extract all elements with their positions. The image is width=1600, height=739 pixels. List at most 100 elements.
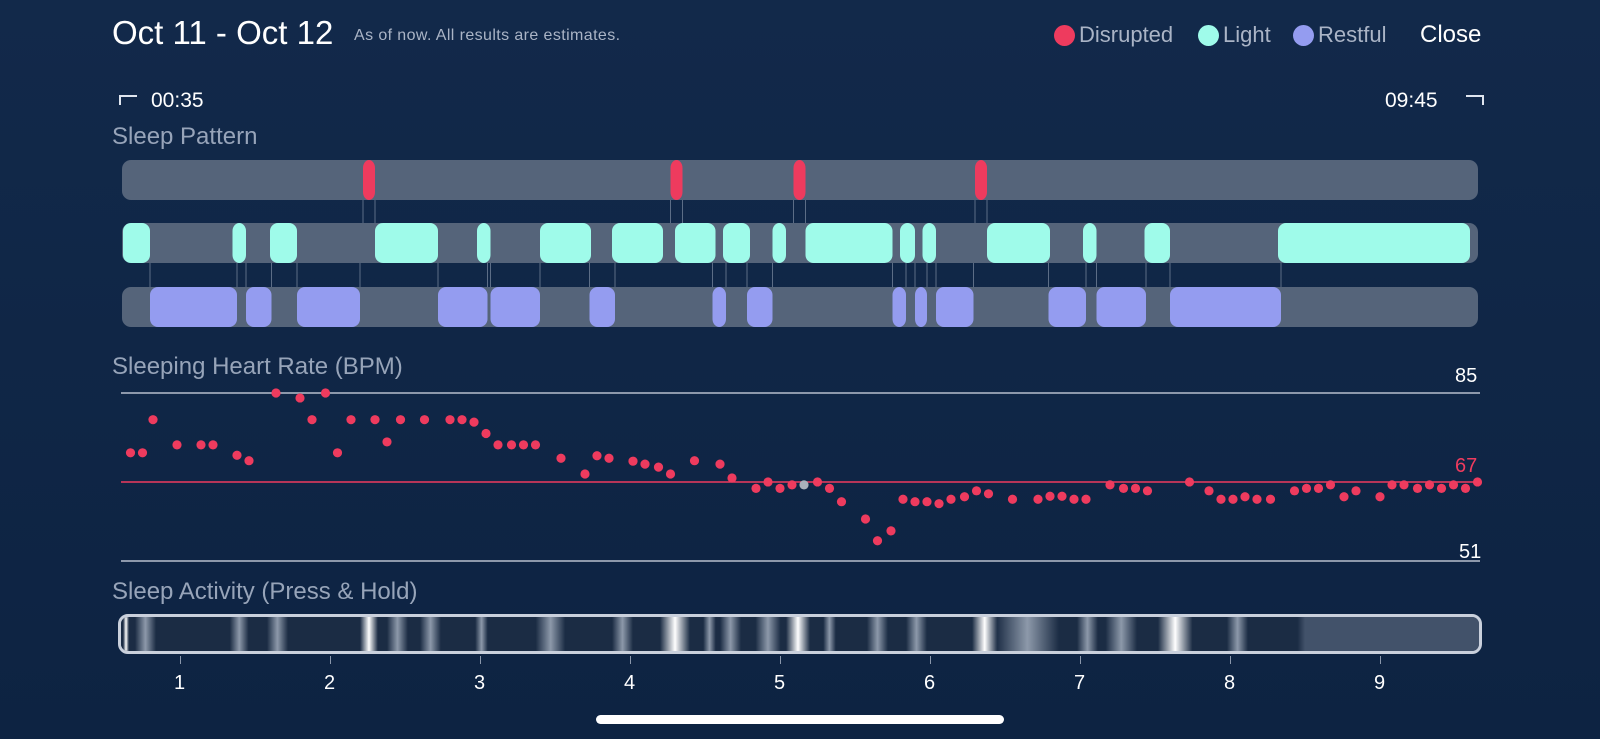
heart-rate-point	[1325, 480, 1336, 490]
close-button[interactable]: Close	[1420, 21, 1482, 48]
x-tick-label: 5	[774, 672, 786, 694]
heart-rate-point	[640, 459, 650, 469]
heart-rate-label: Sleeping Heart Rate (BPM)	[112, 353, 403, 380]
x-tick-label: 7	[1074, 672, 1086, 694]
heart-rate-point	[1460, 483, 1471, 493]
legend-light: Light	[1198, 22, 1271, 48]
heart-rate-point	[1339, 492, 1349, 502]
heart-rate-point	[1118, 483, 1129, 493]
heart-rate-point	[1184, 477, 1195, 487]
heart-rate-point	[506, 440, 517, 450]
restful-segment	[589, 287, 615, 327]
heart-rate-point	[689, 456, 700, 466]
heart-rate-point	[1252, 494, 1262, 504]
x-tick-label: 6	[924, 672, 936, 694]
heart-rate-point	[1057, 491, 1067, 501]
light-segment	[540, 223, 591, 263]
heart-rate-point	[232, 450, 242, 460]
heart-rate-point	[959, 492, 970, 502]
heart-rate-point	[208, 440, 218, 450]
heart-rate-point	[346, 415, 356, 425]
x-tick-mark	[1380, 656, 1381, 664]
heart-rate-point	[1240, 492, 1250, 502]
heart-rate-point	[1436, 483, 1447, 493]
heart-rate-point	[592, 451, 602, 461]
light-segment	[375, 223, 438, 263]
heart-rate-point	[860, 514, 871, 524]
heart-rate-point	[1448, 480, 1459, 490]
heart-rate-point	[1216, 494, 1226, 504]
end-time: 09:45	[1385, 89, 1438, 112]
restful-segment	[915, 287, 927, 327]
heart-rate-point	[787, 480, 797, 490]
heart-rate-point	[1289, 486, 1300, 496]
heart-rate-chart	[121, 388, 1483, 562]
heart-rate-point	[1313, 483, 1324, 493]
disrupted-segment	[363, 160, 375, 200]
legend-restful-label: Restful	[1318, 22, 1387, 47]
light-segment	[477, 223, 491, 263]
heart-rate-point	[1424, 480, 1435, 490]
x-tick-label: 9	[1374, 672, 1386, 694]
x-tick-label: 3	[474, 672, 486, 694]
heart-rate-point	[556, 453, 566, 463]
heart-rate-max-label: 85	[1455, 365, 1478, 387]
heart-rate-point	[812, 477, 823, 487]
x-tick-label: 1	[174, 672, 186, 694]
heart-rate-point	[1301, 483, 1312, 493]
heart-rate-point	[1265, 494, 1276, 504]
legend-disrupted-label: Disrupted	[1079, 22, 1174, 47]
heart-rate-point	[1105, 480, 1115, 490]
heart-rate-point	[763, 477, 773, 487]
x-tick-mark	[1230, 656, 1231, 664]
restful-segment	[297, 287, 360, 327]
sleep-activity-bar[interactable]	[118, 614, 1482, 654]
heart-rate-point	[419, 415, 430, 425]
heart-rate-point	[1387, 480, 1397, 490]
x-tick-label: 4	[624, 672, 636, 694]
light-segment	[1083, 223, 1097, 263]
track-light	[122, 223, 1478, 263]
heart-rate-point	[1399, 480, 1409, 490]
restful-segment	[892, 287, 906, 327]
heart-rate-point	[307, 415, 317, 425]
restful-segment	[936, 287, 974, 327]
heart-rate-point	[1130, 483, 1141, 493]
heart-rate-point	[1204, 486, 1214, 496]
home-indicator[interactable]	[596, 715, 1004, 724]
restful-segment	[747, 287, 773, 327]
end-bracket-icon	[1466, 95, 1484, 105]
heart-rate-point	[518, 440, 529, 450]
heart-rate-point-selected	[799, 480, 809, 490]
light-segment	[1144, 223, 1170, 263]
x-tick-mark	[1080, 656, 1081, 664]
heart-rate-point	[332, 448, 343, 458]
heart-rate-point	[148, 415, 158, 425]
restful-segment	[490, 287, 540, 327]
heart-rate-point	[1033, 494, 1043, 504]
restful-segment	[1048, 287, 1086, 327]
restful-dot-icon	[1293, 24, 1314, 46]
x-tick-mark	[330, 656, 331, 664]
heart-rate-point	[469, 417, 479, 427]
heart-rate-point	[715, 459, 725, 469]
heart-rate-point	[137, 448, 148, 458]
heart-rate-point	[172, 440, 182, 450]
heart-rate-point	[922, 497, 932, 507]
heart-rate-point	[1081, 494, 1091, 504]
light-segment	[772, 223, 786, 263]
heart-rate-point	[775, 483, 785, 493]
restful-segment	[150, 287, 237, 327]
disrupted-dot-icon	[1054, 24, 1075, 46]
heart-rate-point	[872, 536, 883, 546]
heart-rate-point	[1007, 494, 1018, 504]
heart-rate-point	[898, 494, 908, 504]
light-segment	[922, 223, 936, 263]
x-tick-mark	[180, 656, 181, 664]
heart-rate-point	[824, 483, 835, 493]
heart-rate-point	[628, 456, 638, 466]
heart-rate-point	[1351, 486, 1361, 496]
heart-rate-point	[727, 473, 737, 483]
heart-rate-point	[886, 526, 896, 536]
light-segment	[123, 223, 150, 263]
